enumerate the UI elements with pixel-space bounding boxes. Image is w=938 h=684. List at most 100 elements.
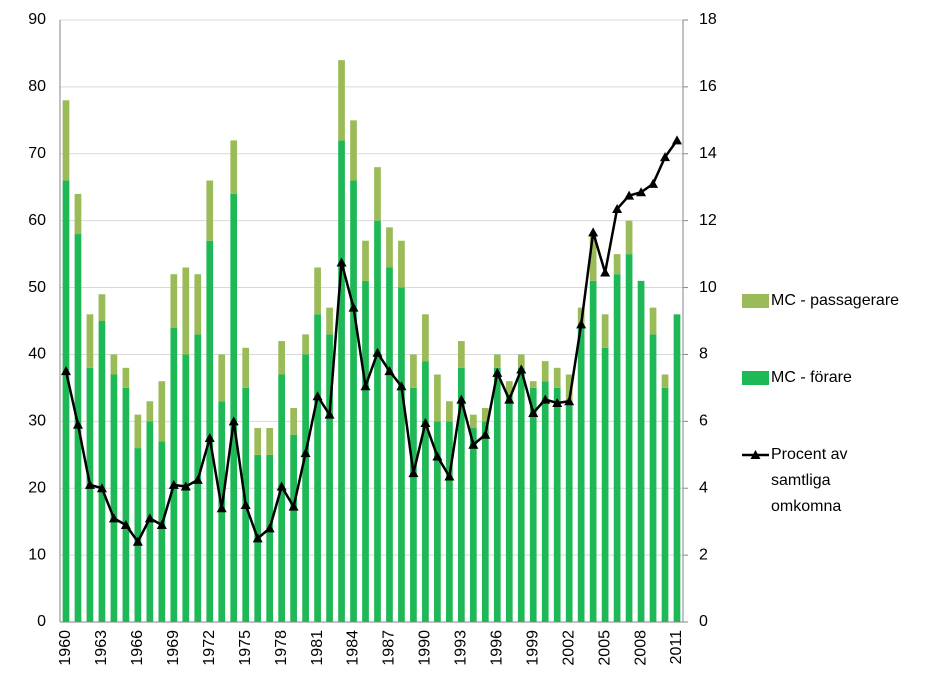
bar xyxy=(661,387,669,622)
x-tick-label: 2005 xyxy=(596,630,613,666)
line-marker xyxy=(552,397,563,407)
line-marker xyxy=(324,409,335,419)
y-tick-label: 40 xyxy=(28,346,46,363)
legend-label: MC - passagerare xyxy=(771,292,899,309)
bar xyxy=(398,287,405,622)
bar xyxy=(637,280,645,622)
line-marker xyxy=(252,533,263,543)
y2-tick-label: 4 xyxy=(699,479,708,496)
line-marker xyxy=(84,479,95,489)
bar xyxy=(338,60,345,141)
bar xyxy=(529,381,537,388)
bar xyxy=(577,327,585,622)
bar xyxy=(374,167,381,221)
y2-tick-label: 12 xyxy=(699,212,717,229)
bar xyxy=(290,407,297,435)
bar xyxy=(122,387,130,622)
x-tick-label: 2011 xyxy=(668,630,685,665)
y2-tick-label: 8 xyxy=(699,346,708,363)
bar xyxy=(170,327,178,622)
x-tick-label: 1963 xyxy=(93,630,110,666)
line-marker xyxy=(408,468,419,478)
bar xyxy=(410,387,417,622)
bar xyxy=(158,381,166,442)
bar xyxy=(278,374,285,622)
bar xyxy=(110,354,118,375)
y2-tick-label: 18 xyxy=(699,11,717,28)
line-marker xyxy=(612,203,623,213)
y-tick-label: 70 xyxy=(28,145,46,162)
line-marker xyxy=(204,433,215,443)
bar xyxy=(398,240,405,288)
line-marker xyxy=(228,416,239,426)
bar xyxy=(505,381,513,395)
x-tick-label: 1978 xyxy=(273,630,290,666)
line-marker xyxy=(288,501,299,511)
line-marker xyxy=(276,481,287,491)
bar xyxy=(218,354,226,402)
y2-tick-label: 0 xyxy=(699,613,708,630)
bar xyxy=(589,280,597,622)
bar xyxy=(613,274,621,622)
bar xyxy=(673,314,681,622)
bar xyxy=(529,387,537,622)
legend-label: Procent av samtliga omkomna xyxy=(771,446,847,515)
y-tick-label: 0 xyxy=(37,613,46,630)
bar xyxy=(290,434,297,622)
line-marker xyxy=(108,513,119,523)
bar xyxy=(589,234,597,281)
bar xyxy=(110,374,118,622)
line-marker xyxy=(156,520,167,530)
line-marker xyxy=(636,187,647,197)
bar xyxy=(553,367,561,388)
bar xyxy=(601,314,609,348)
bar xyxy=(206,240,214,622)
bar xyxy=(458,367,465,622)
line-marker xyxy=(384,366,395,376)
bar xyxy=(458,341,465,368)
x-tick-label: 2002 xyxy=(560,630,577,666)
bar xyxy=(338,140,345,622)
bar xyxy=(86,367,94,622)
bar xyxy=(565,401,573,622)
x-tick-label: 1999 xyxy=(524,630,541,666)
bar xyxy=(62,100,70,181)
bar xyxy=(362,280,369,622)
x-tick-label: 1975 xyxy=(237,630,254,666)
bar xyxy=(350,180,357,623)
line-marker xyxy=(468,439,479,449)
bar xyxy=(493,354,501,368)
x-tick-label: 1984 xyxy=(345,630,362,666)
bar xyxy=(541,361,549,382)
line-marker xyxy=(504,394,515,404)
bar xyxy=(194,274,202,335)
line-marker xyxy=(456,394,467,404)
line-marker xyxy=(96,483,107,493)
line-marker xyxy=(564,396,575,406)
bar xyxy=(98,294,106,321)
line-marker xyxy=(336,257,347,267)
line xyxy=(64,139,679,545)
line-marker xyxy=(432,451,443,461)
bar xyxy=(314,314,321,622)
bar xyxy=(446,401,453,422)
line-marker xyxy=(372,347,383,357)
bar xyxy=(86,314,94,368)
bar xyxy=(170,274,178,328)
line-marker xyxy=(660,152,671,162)
bar xyxy=(146,401,154,422)
bar xyxy=(565,374,573,402)
line-marker xyxy=(168,479,179,489)
bar xyxy=(505,394,513,622)
x-tick-label: 1990 xyxy=(417,630,434,666)
bar xyxy=(446,421,453,622)
bar xyxy=(326,334,333,622)
bar xyxy=(350,120,357,181)
line-marker xyxy=(120,520,131,530)
bar xyxy=(649,307,657,335)
bar xyxy=(230,193,238,622)
line-marker xyxy=(492,367,503,377)
line-marker xyxy=(648,178,659,188)
line-marker xyxy=(396,381,407,391)
